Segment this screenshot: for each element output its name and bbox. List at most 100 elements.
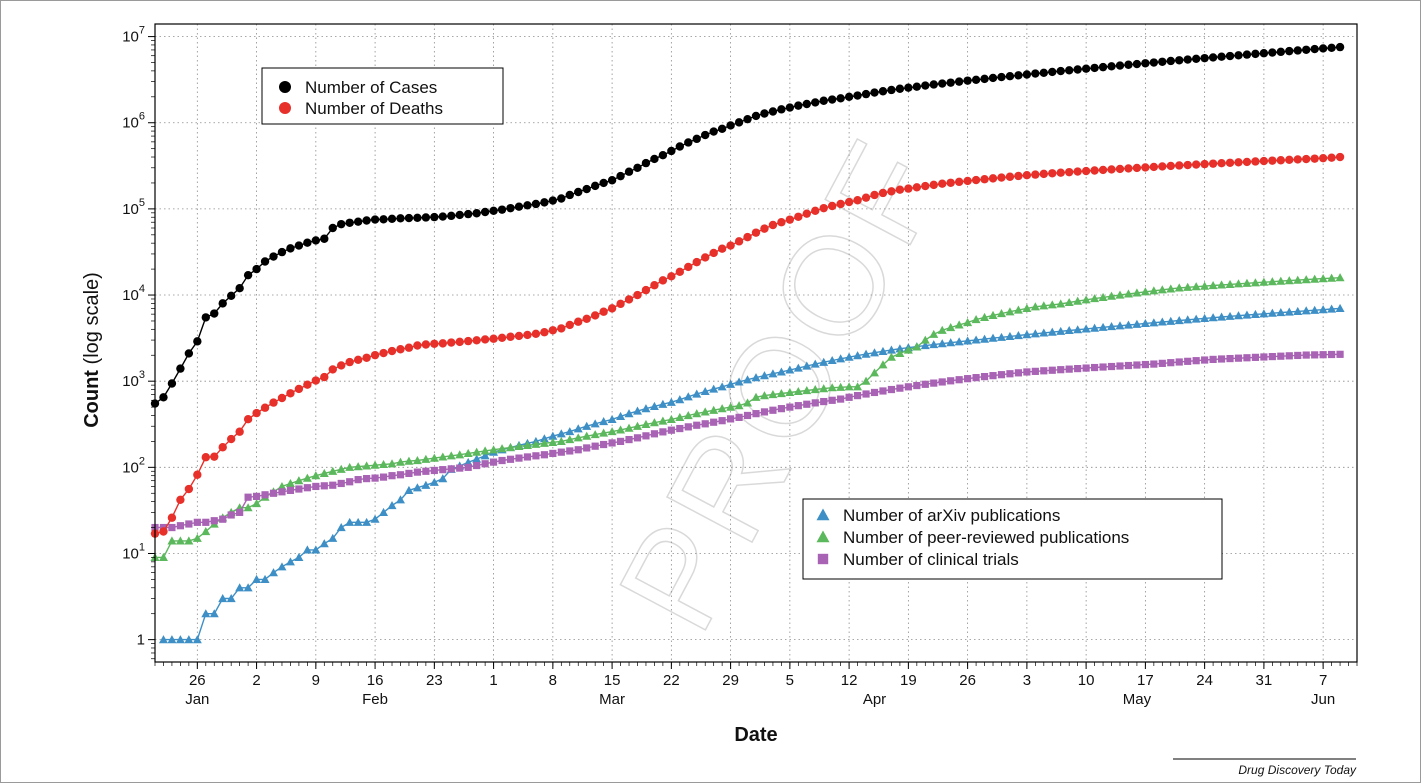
data-point — [929, 340, 939, 349]
data-point — [1242, 157, 1252, 167]
y-tick-base: 10 — [122, 459, 139, 476]
data-point — [1200, 159, 1209, 169]
data-point — [624, 409, 634, 418]
data-point — [1099, 363, 1107, 371]
data-point — [980, 334, 990, 343]
data-point — [920, 335, 930, 344]
data-point — [328, 466, 338, 475]
legend-marker — [279, 81, 291, 93]
data-point — [1217, 280, 1227, 289]
data-point — [946, 178, 955, 187]
data-point — [1056, 299, 1066, 308]
data-point — [1022, 171, 1032, 180]
data-point — [456, 464, 464, 472]
data-point — [734, 401, 744, 410]
data-point — [954, 320, 964, 329]
data-point — [1123, 320, 1133, 329]
x-tick-label: 7 — [1319, 672, 1327, 689]
data-point — [1234, 51, 1243, 60]
data-point — [776, 367, 786, 376]
data-point — [192, 533, 202, 542]
data-point — [1259, 156, 1269, 166]
data-point — [464, 463, 472, 471]
data-point — [480, 451, 490, 460]
data-point — [802, 209, 811, 218]
data-point — [845, 393, 853, 401]
x-tick-label: 31 — [1256, 672, 1273, 689]
data-point — [709, 127, 718, 136]
data-point — [404, 485, 414, 494]
data-point — [176, 364, 185, 373]
data-point — [726, 121, 735, 130]
y-tick-exponent: 6 — [139, 111, 145, 123]
data-point — [861, 376, 871, 385]
data-point — [574, 317, 583, 326]
data-point — [286, 244, 295, 253]
data-point — [1048, 67, 1057, 77]
data-point — [226, 594, 236, 603]
data-point — [658, 416, 668, 425]
data-point — [506, 455, 515, 463]
data-point — [1259, 309, 1269, 318]
data-point — [820, 397, 828, 406]
data-point — [1302, 45, 1311, 54]
legend-item: Number of clinical trials — [817, 550, 1019, 569]
data-point — [938, 179, 947, 188]
data-point — [412, 483, 422, 492]
data-point — [1074, 364, 1082, 373]
data-point — [717, 382, 727, 391]
data-point — [243, 583, 253, 592]
data-point — [616, 299, 625, 309]
data-point — [1158, 359, 1166, 367]
data-point — [303, 380, 312, 389]
data-point — [582, 421, 592, 430]
data-point — [514, 441, 524, 450]
data-point — [235, 583, 245, 592]
data-point — [988, 310, 998, 320]
data-point — [642, 432, 650, 440]
data-point — [946, 338, 956, 347]
data-point — [717, 404, 727, 413]
data-point — [472, 447, 482, 456]
data-point — [1318, 44, 1328, 53]
y-tick-label: 106 — [122, 111, 145, 132]
data-point — [734, 237, 744, 246]
data-point — [972, 374, 980, 382]
data-point — [802, 99, 811, 109]
data-point — [430, 339, 439, 348]
data-point — [455, 337, 464, 347]
data-point — [438, 212, 448, 221]
data-point — [870, 388, 879, 397]
data-point — [607, 304, 617, 313]
data-point — [506, 203, 515, 213]
data-point — [303, 484, 311, 492]
data-point — [996, 309, 1006, 318]
data-point — [1234, 158, 1243, 167]
data-point — [472, 336, 481, 345]
data-point — [514, 331, 524, 341]
data-point — [887, 187, 896, 196]
legend-label: Number of Deaths — [305, 99, 443, 118]
data-point — [328, 533, 338, 542]
data-point — [1208, 313, 1218, 322]
data-point — [1039, 68, 1049, 77]
data-point — [1124, 361, 1133, 370]
data-point — [489, 445, 499, 454]
data-point — [1276, 156, 1286, 165]
data-point — [1242, 310, 1252, 319]
data-point — [1098, 62, 1108, 72]
data-point — [1183, 55, 1192, 64]
data-point — [430, 466, 438, 475]
data-point — [692, 409, 702, 418]
data-point — [1056, 326, 1066, 335]
data-point — [302, 473, 312, 482]
legend-label: Number of peer-reviewed publications — [843, 528, 1129, 547]
data-point — [1166, 56, 1175, 66]
data-point — [556, 429, 566, 438]
data-point — [320, 482, 328, 490]
data-point — [726, 241, 735, 250]
data-point — [684, 423, 692, 431]
data-point — [777, 105, 786, 114]
data-point — [701, 130, 710, 140]
data-point — [802, 361, 812, 370]
